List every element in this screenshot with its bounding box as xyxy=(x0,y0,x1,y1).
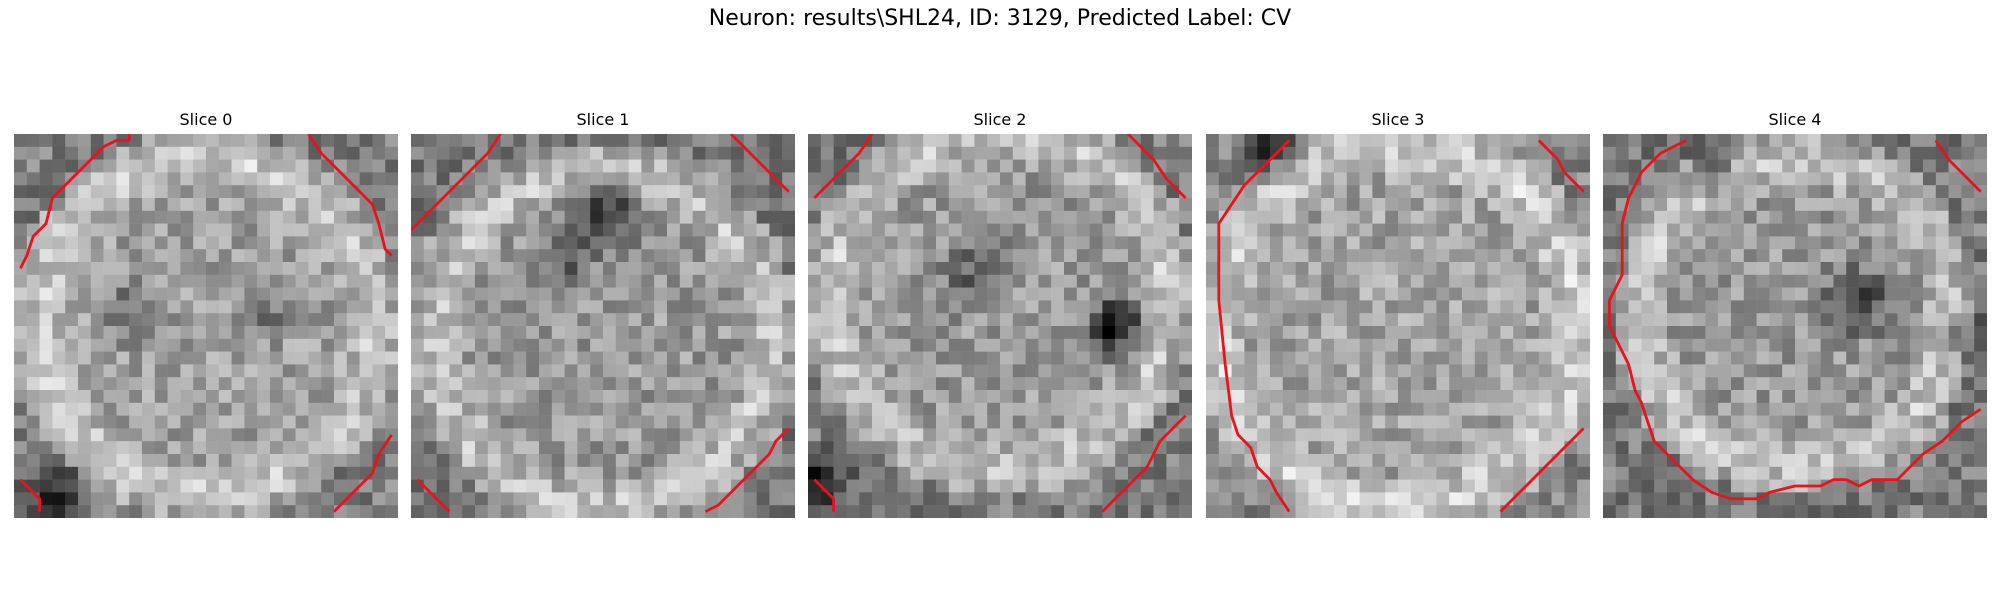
slice-panel-2: Slice 2 xyxy=(808,108,1192,518)
slice-title: Slice 2 xyxy=(808,108,1192,132)
pixel-grid xyxy=(808,134,1192,518)
slice-panel-0: Slice 0 xyxy=(14,108,398,518)
figure-title: Neuron: results\SHL24, ID: 3129, Predict… xyxy=(0,6,2000,31)
slice-title: Slice 3 xyxy=(1206,108,1590,132)
slice-image xyxy=(14,134,398,518)
pixel-grid xyxy=(14,134,398,518)
slice-panel-4: Slice 4 xyxy=(1603,108,1987,518)
slice-title: Slice 1 xyxy=(411,108,795,132)
slice-title: Slice 0 xyxy=(14,108,398,132)
slice-image xyxy=(411,134,795,518)
slice-panel-3: Slice 3 xyxy=(1206,108,1590,518)
slice-image xyxy=(1206,134,1590,518)
slice-title: Slice 4 xyxy=(1603,108,1987,132)
slice-panel-1: Slice 1 xyxy=(411,108,795,518)
pixel-grid xyxy=(1206,134,1590,518)
slice-image xyxy=(808,134,1192,518)
pixel-grid xyxy=(1603,134,1987,518)
slice-image xyxy=(1603,134,1987,518)
pixel-grid xyxy=(411,134,795,518)
